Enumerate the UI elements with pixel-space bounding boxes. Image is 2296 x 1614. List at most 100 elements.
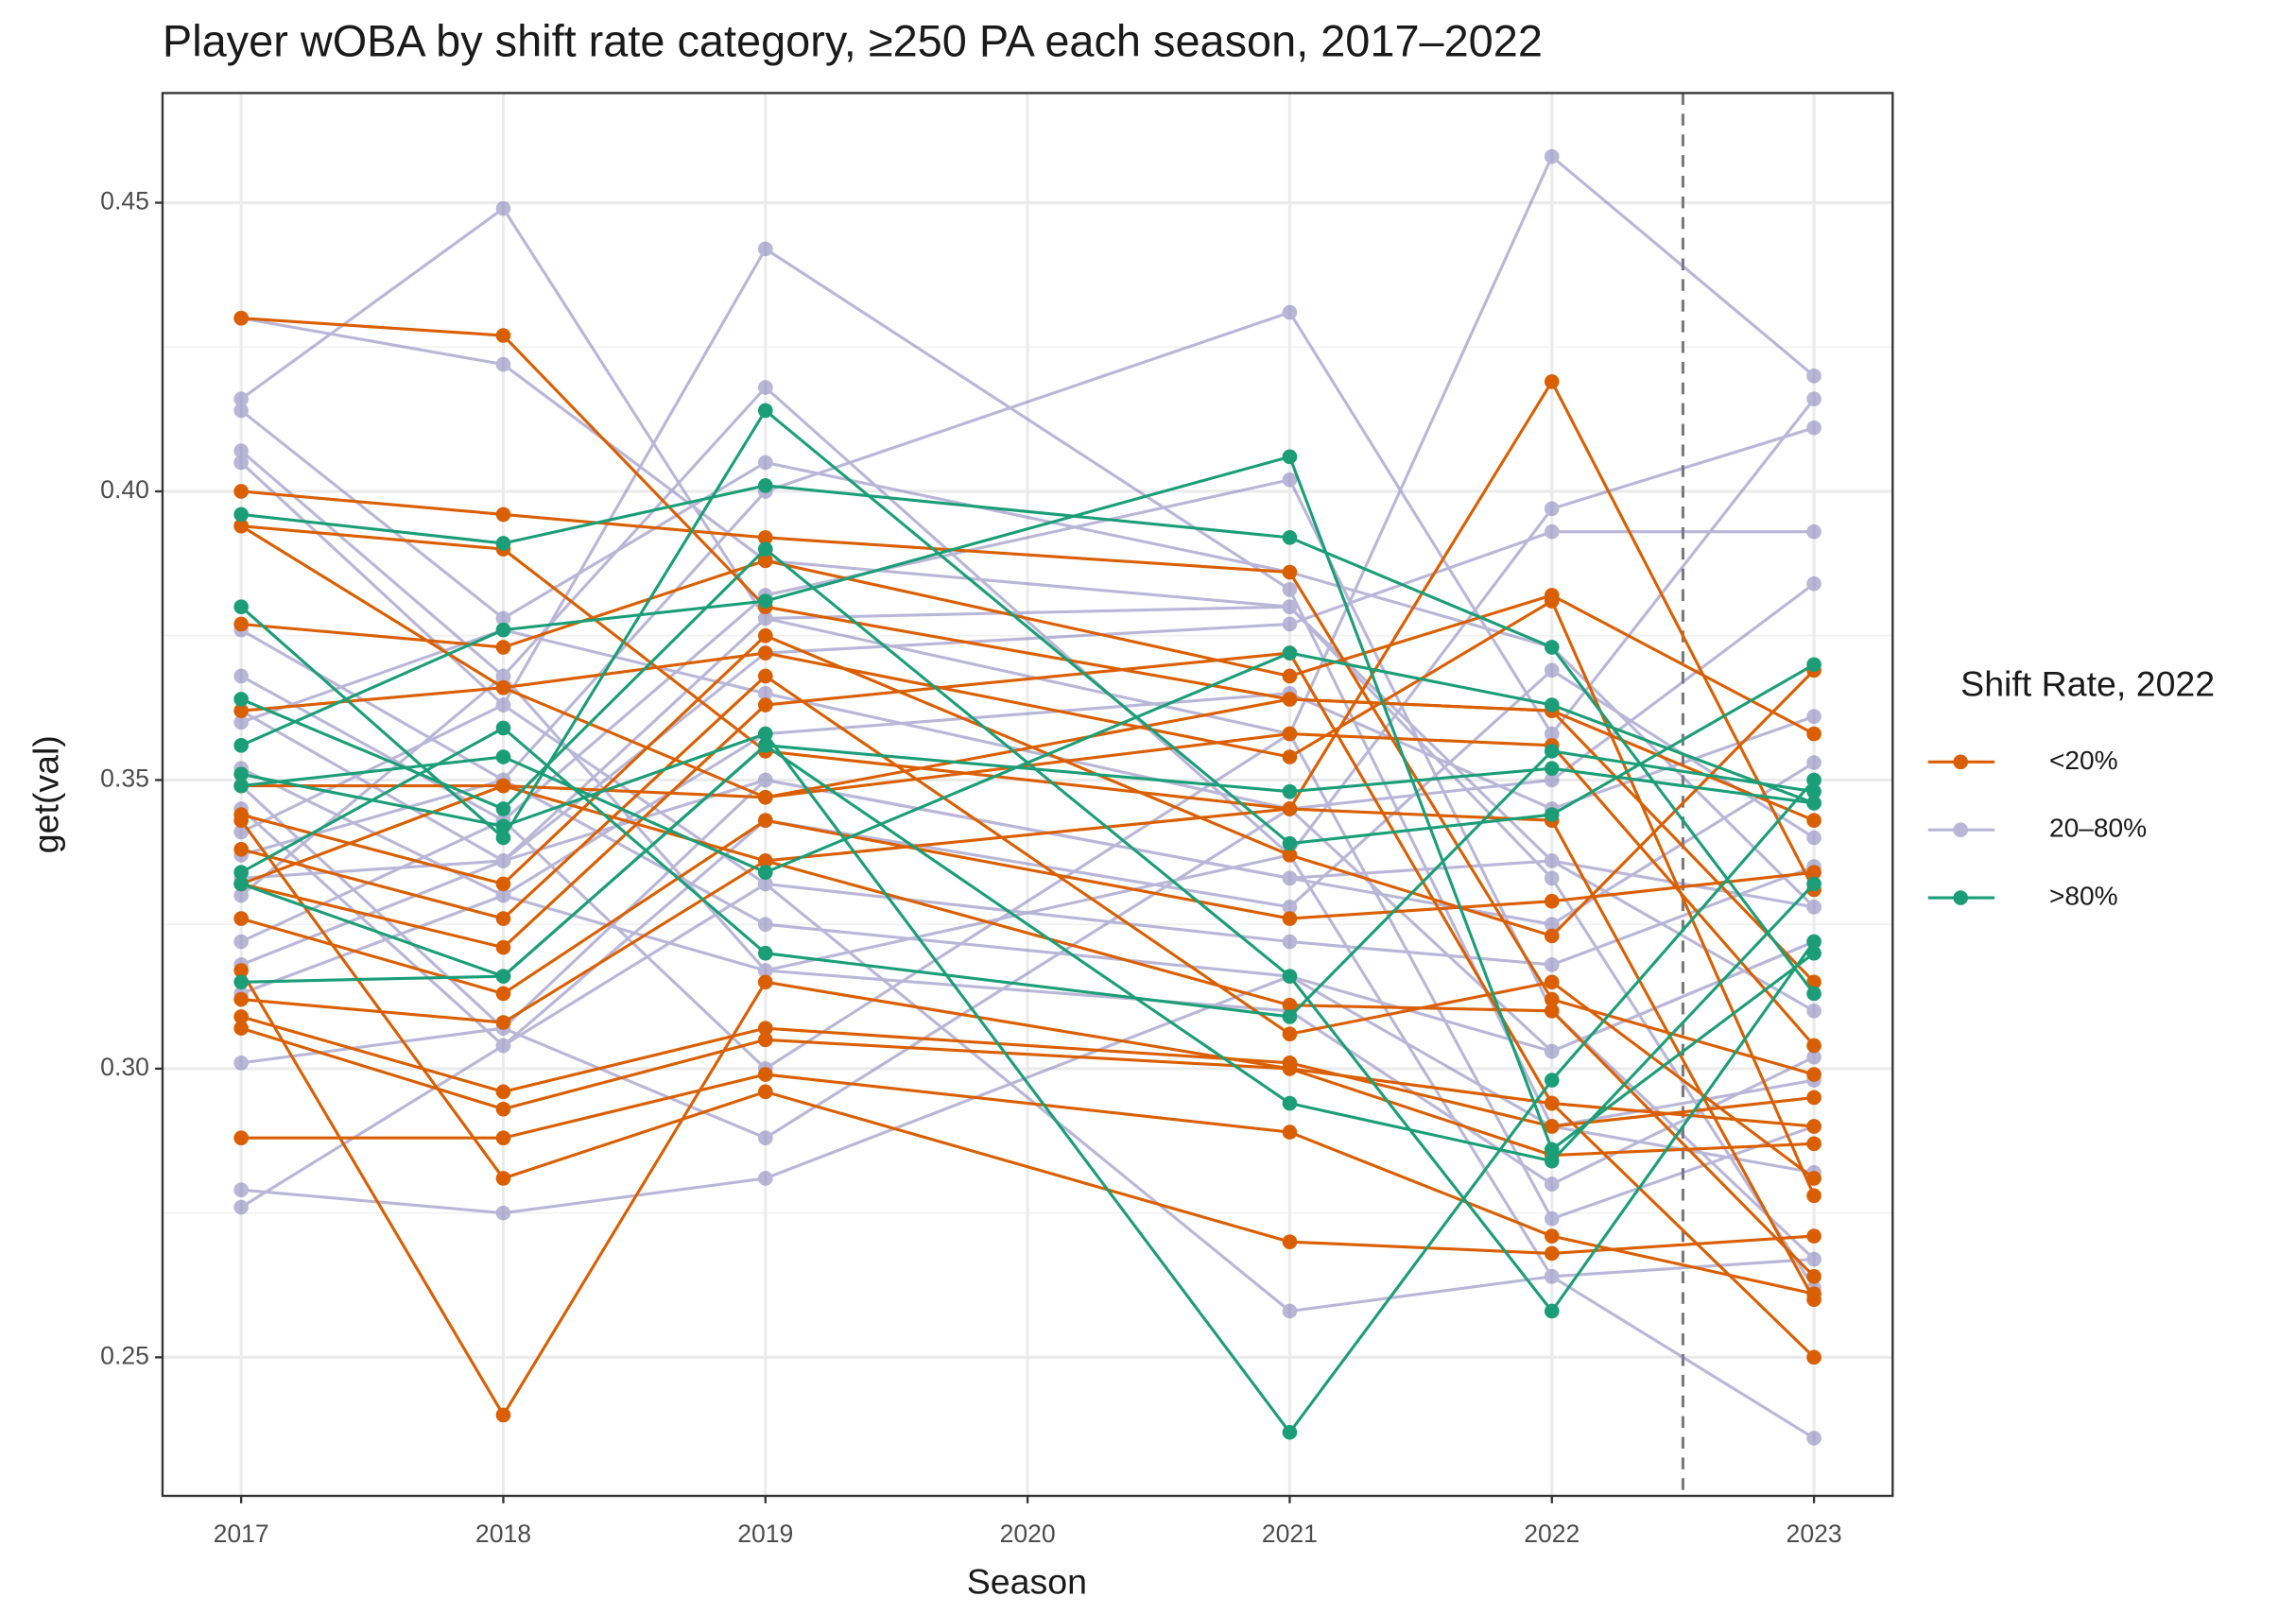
player-point xyxy=(233,1021,249,1036)
player-point xyxy=(495,911,511,926)
player-line xyxy=(239,970,1816,1418)
player-point xyxy=(495,939,511,955)
player-point xyxy=(1806,575,1821,592)
player-point xyxy=(233,974,249,990)
player-point xyxy=(495,536,511,551)
player-point xyxy=(495,200,511,216)
player-point xyxy=(1806,1171,1821,1186)
player-line xyxy=(240,853,1815,1440)
player-point xyxy=(1544,807,1560,822)
player-point xyxy=(757,974,773,990)
player-point xyxy=(757,726,773,742)
player-point xyxy=(1544,893,1560,909)
player-point xyxy=(1806,783,1821,799)
player-point xyxy=(757,1032,773,1048)
player-point xyxy=(1806,1136,1821,1152)
player-point xyxy=(1544,1003,1560,1019)
player-point xyxy=(495,749,511,764)
player-point xyxy=(233,310,249,326)
player-point xyxy=(1806,368,1821,384)
player-point xyxy=(233,824,249,840)
player-line xyxy=(240,1015,1815,1128)
player-point xyxy=(1544,1073,1560,1088)
player-point xyxy=(233,484,249,499)
player-point xyxy=(1806,391,1821,407)
player-point xyxy=(1544,697,1560,713)
player-point xyxy=(1544,1153,1560,1169)
player-line xyxy=(240,598,1816,1196)
player-point xyxy=(757,685,773,701)
player-point xyxy=(1282,692,1298,707)
player-line xyxy=(240,524,1816,984)
player-point xyxy=(1282,870,1298,886)
player-point xyxy=(1544,501,1560,517)
player-point xyxy=(1544,974,1560,990)
player-point xyxy=(1806,900,1821,915)
player-point xyxy=(1282,1125,1298,1140)
player-point xyxy=(233,911,249,926)
player-line xyxy=(240,477,1816,1261)
player-point xyxy=(1544,928,1560,944)
player-point xyxy=(1806,813,1821,829)
player-line xyxy=(240,582,1816,811)
player-point xyxy=(757,1021,773,1036)
player-point xyxy=(757,1130,773,1146)
player-point xyxy=(233,737,249,753)
player-point xyxy=(757,945,773,961)
player-point xyxy=(757,963,773,978)
player-point xyxy=(757,789,773,805)
y-tick-label: 0.25 xyxy=(100,1341,149,1369)
player-point xyxy=(1544,957,1560,972)
player-point xyxy=(495,801,511,816)
x-tick-label: 2018 xyxy=(475,1520,531,1548)
player-point xyxy=(1282,911,1298,926)
legend-label: >80% xyxy=(2049,882,2118,911)
player-point xyxy=(233,841,249,857)
player-point xyxy=(757,876,773,892)
player-point xyxy=(757,610,773,627)
player-line xyxy=(241,317,1815,822)
player-point xyxy=(1282,1303,1298,1319)
player-point xyxy=(757,865,773,881)
player-point xyxy=(495,1205,511,1221)
player-point xyxy=(1544,1095,1560,1111)
player-line xyxy=(240,489,1815,1076)
player-point xyxy=(1806,974,1821,990)
player-line xyxy=(240,674,1816,1180)
player-point xyxy=(757,541,773,557)
player-point xyxy=(1282,783,1298,799)
player-point xyxy=(1806,1292,1821,1308)
player-point xyxy=(1282,749,1298,764)
player-point xyxy=(1544,524,1560,540)
player-point xyxy=(495,356,511,372)
x-tick-label: 2020 xyxy=(1000,1520,1056,1548)
player-line xyxy=(240,726,1815,1019)
player-point xyxy=(1544,148,1560,164)
player-point xyxy=(233,703,249,718)
player-line xyxy=(240,154,1816,736)
player-point xyxy=(1282,668,1298,684)
series-group xyxy=(233,403,1821,1440)
player-point xyxy=(1282,1424,1298,1440)
player-point xyxy=(757,455,773,471)
player-point xyxy=(495,679,511,695)
player-point xyxy=(233,391,249,407)
player-point xyxy=(233,714,249,730)
player-point xyxy=(757,478,773,493)
player-point xyxy=(495,507,511,523)
player-point xyxy=(233,1182,249,1198)
player-point xyxy=(233,876,249,892)
player-line xyxy=(240,807,1815,1140)
legend-point xyxy=(1953,754,1968,770)
player-point xyxy=(1806,1349,1821,1365)
player-point xyxy=(233,963,249,978)
x-tick-label: 2019 xyxy=(737,1520,793,1548)
x-tick-label: 2023 xyxy=(1787,1520,1842,1548)
player-point xyxy=(1806,1251,1821,1267)
player-point xyxy=(1282,726,1298,742)
legend-key xyxy=(1927,754,1995,770)
player-point xyxy=(1282,645,1298,661)
player-line xyxy=(241,732,1816,1047)
player-point xyxy=(233,991,249,1007)
